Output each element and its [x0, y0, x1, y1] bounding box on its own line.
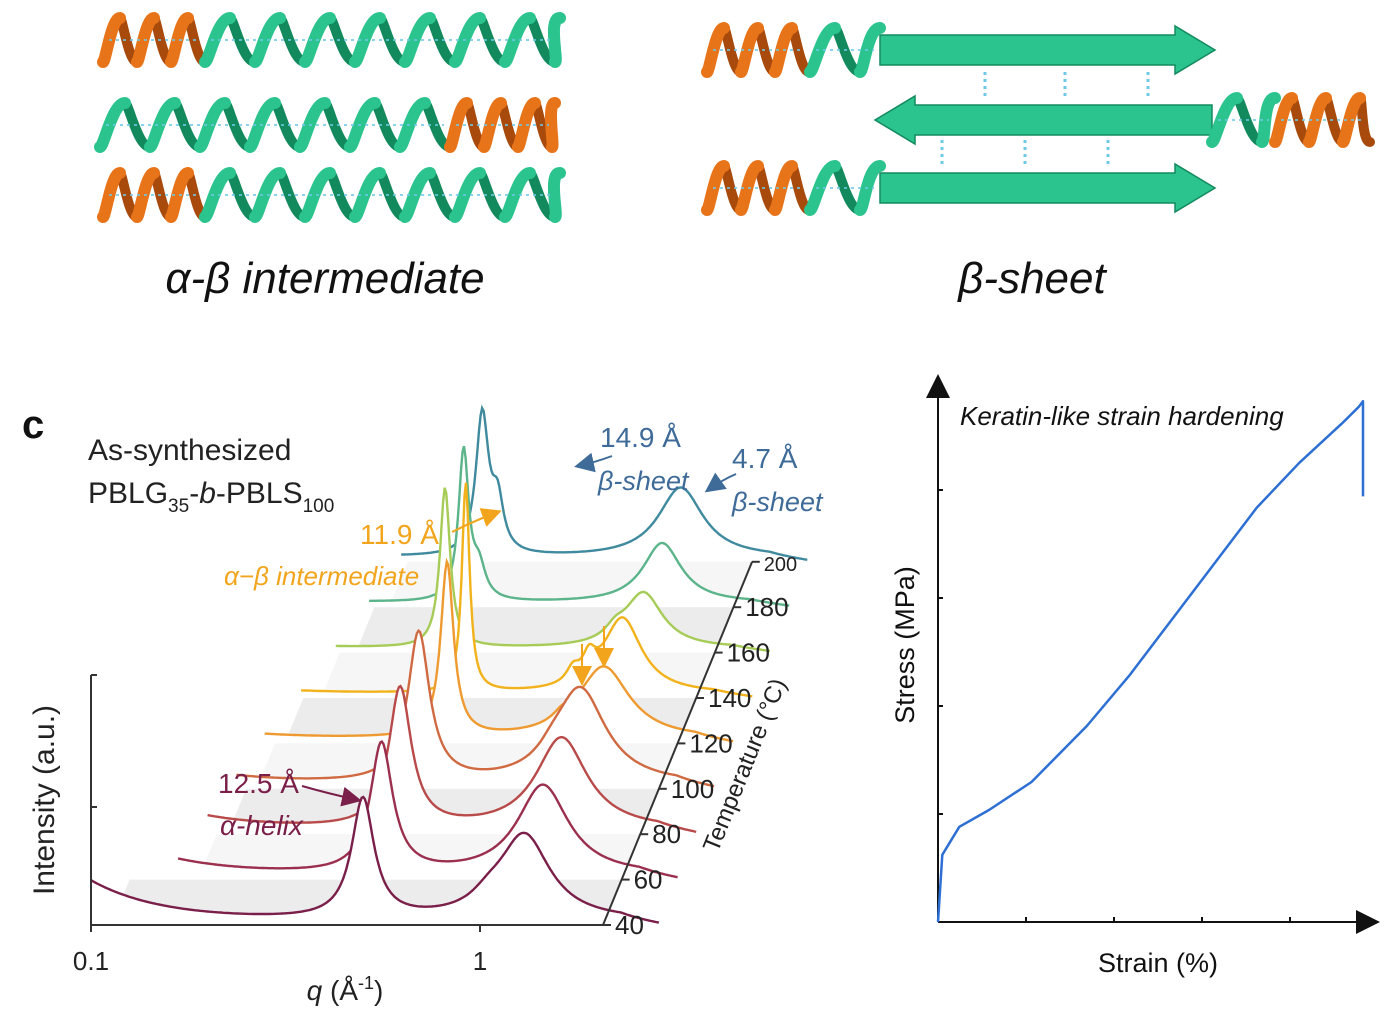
beta-strand-arrow: [879, 162, 1217, 214]
series-160-line: [335, 487, 771, 653]
annotation-4-7-angstrom: 4.7 Å: [732, 443, 798, 474]
temperature-tick-label: 60: [634, 865, 663, 895]
annotation-14-9-angstrom: 14.9 Å: [600, 422, 681, 453]
annotation-arrow-beta2: [704, 472, 737, 493]
curve-mask: [91, 797, 659, 925]
panel-letter: c: [22, 403, 44, 447]
annotation-11-9-angstrom: 11.9 Å: [360, 519, 439, 550]
curve-mask: [401, 408, 808, 562]
intensity-axis-label: Intensity (a.u.): [28, 705, 61, 895]
alpha-beta-intermediate-label: α-β intermediate: [165, 254, 484, 303]
series-60-line: [177, 740, 678, 879]
series-120-line: [264, 557, 734, 743]
stress-axis-label: Stress (MPa): [890, 566, 920, 724]
annotation-alpha-helix: α-helix: [220, 810, 304, 841]
waterfall-plot: [90, 404, 808, 925]
temperature-tick-label: 180: [745, 592, 788, 622]
helix-green: [1206, 92, 1281, 148]
series-100-line: [236, 628, 715, 788]
series-140-line: [301, 482, 753, 698]
annotation-intermediate: α−β intermediate: [224, 561, 419, 591]
alpha-beta-intermediate-schematic: [94, 12, 566, 223]
q-axis-label: q (Å-1): [307, 973, 384, 1006]
annotation-beta-sheet-2: β-sheet: [731, 487, 824, 517]
curve-mask: [369, 446, 790, 608]
beta-sheet-label: β-sheet: [956, 254, 1107, 303]
beta-sheet-schematic: [701, 22, 1375, 216]
stress-strain-ticks: [938, 489, 1291, 922]
series-80-line: [207, 684, 697, 833]
curve-mask: [236, 630, 715, 789]
stress-strain-axes: [926, 374, 1380, 934]
q-tick-label-1: 1: [473, 946, 487, 976]
annotation-beta-sheet-1: β-sheet: [597, 466, 690, 496]
annotation-arrow-intermediate: [451, 508, 502, 533]
curve-mask: [178, 741, 678, 880]
temperature-ticks: 40 60 80 100 120 140 160 180 200: [603, 554, 797, 940]
beta-strand-arrow: [879, 24, 1217, 76]
strain-axis-label: Strain (%): [1098, 948, 1218, 978]
polymer-name: PBLG35-b-PBLS100: [88, 477, 334, 517]
temperature-tick-label: 160: [727, 638, 770, 668]
temperature-tick-label: 80: [652, 819, 681, 849]
annotation-arrow-alpha: [301, 785, 362, 807]
series-40-line: [90, 795, 660, 924]
stress-strain-title: Keratin-like strain hardening: [960, 401, 1284, 431]
q-tick-label-0.1: 0.1: [73, 946, 109, 976]
temperature-tick-label: 40: [615, 910, 644, 940]
annotation-arrow-beta1: [574, 452, 613, 473]
curve-mask: [207, 686, 697, 835]
curve-mask: [264, 561, 734, 744]
sample-title: As-synthesized: [88, 434, 291, 467]
beta-strand-arrow: [873, 94, 1213, 146]
temperature-tick-label: 120: [689, 728, 732, 758]
temperature-tick-label: 100: [671, 774, 714, 804]
temperature-tick-label: 140: [708, 683, 751, 713]
stress-strain-plot: [936, 399, 1365, 923]
stress-strain-line: [936, 399, 1365, 923]
annotation-12-5-angstrom: 12.5 Å: [218, 768, 299, 799]
temperature-tick-label: 200: [764, 554, 797, 576]
